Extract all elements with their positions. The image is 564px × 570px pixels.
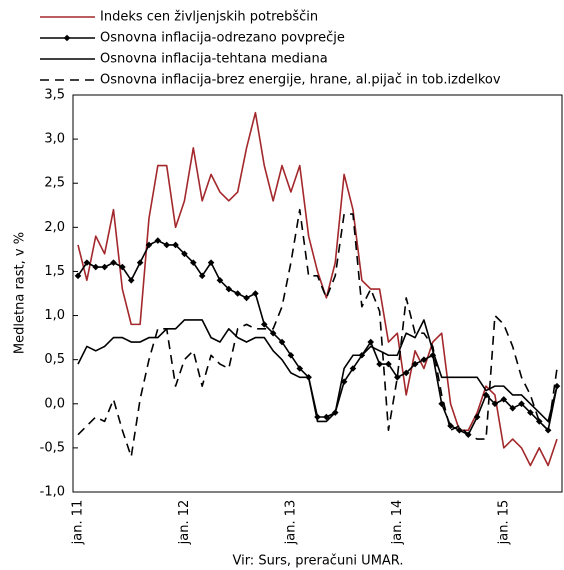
y-tick-label: 0,0 [44,396,65,411]
series-marker [394,374,401,381]
series-marker [145,241,153,249]
series-marker [101,263,108,271]
series-marker [207,259,215,266]
series-marker [234,290,241,297]
series-marker [473,413,481,421]
y-tick-label: -0,5 [40,440,65,455]
series-marker [296,365,304,372]
series-marker [243,294,250,302]
series-marker [83,259,91,266]
series-marker [402,369,410,377]
series-marker [154,237,162,244]
series-line [77,208,558,458]
series-marker [172,241,179,249]
legend-label: Osnovna inflacija-tehtana mediana [100,52,328,67]
series-marker [535,418,543,425]
series-marker [367,338,375,346]
series-marker [527,409,534,416]
series-marker [456,426,463,434]
series-marker [420,356,428,363]
series-marker [252,290,259,297]
y-tick-label: 2,0 [44,220,65,235]
legend-marker [63,34,71,42]
y-tick-label: 1,0 [44,308,65,323]
series-marker [482,391,490,399]
series-marker [190,259,197,266]
plot-frame [72,94,563,493]
series-marker [127,276,135,284]
series-marker [225,285,233,293]
series-marker [438,400,445,408]
y-tick-label: 3,0 [44,132,65,147]
series-marker [509,404,516,412]
legend-label: Osnovna inflacija-brez energije, hrane, … [100,73,501,88]
x-tick-label: jan. 12 [177,500,192,546]
y-axis-label: Medletna rast, v % [13,232,28,354]
series-line [77,319,558,423]
series-marker [119,263,126,271]
y-tick-label: 0,5 [44,352,65,367]
series-marker [447,422,454,430]
series-marker [92,263,100,271]
series-marker [349,365,357,372]
series-marker [340,378,348,386]
series-marker [385,360,392,368]
series-marker [491,400,499,408]
series-marker [260,321,268,328]
series-marker [198,272,206,280]
source-note: Vir: Surs, preračuni UMAR. [232,554,403,569]
legend-label: Osnovna inflacija-odrezano povprečje [100,31,345,46]
series-marker [518,400,525,408]
series-marker [411,360,419,368]
series-marker [181,250,188,258]
series-marker [74,272,82,280]
y-tick-label: -1,0 [40,485,65,500]
y-tick-label: 1,5 [44,264,65,279]
series-marker [376,360,383,368]
series-marker [163,241,171,249]
series-marker [110,259,117,266]
series-marker [269,329,277,337]
series-marker [323,413,330,421]
series-marker [278,338,286,346]
y-tick-label: 2,5 [44,176,65,191]
series-line [77,111,558,467]
series-marker [500,396,508,403]
series-marker [136,259,144,266]
x-tick-label: jan. 15 [496,500,511,546]
series-marker [287,351,295,359]
x-tick-label: jan. 11 [71,500,86,546]
y-tick-label: 3,5 [44,88,65,103]
x-tick-label: jan. 13 [283,500,298,546]
legend-label: Indeks cen življenjskih potrebščin [100,10,318,25]
x-tick-label: jan. 14 [390,500,405,546]
series-marker [216,276,224,284]
